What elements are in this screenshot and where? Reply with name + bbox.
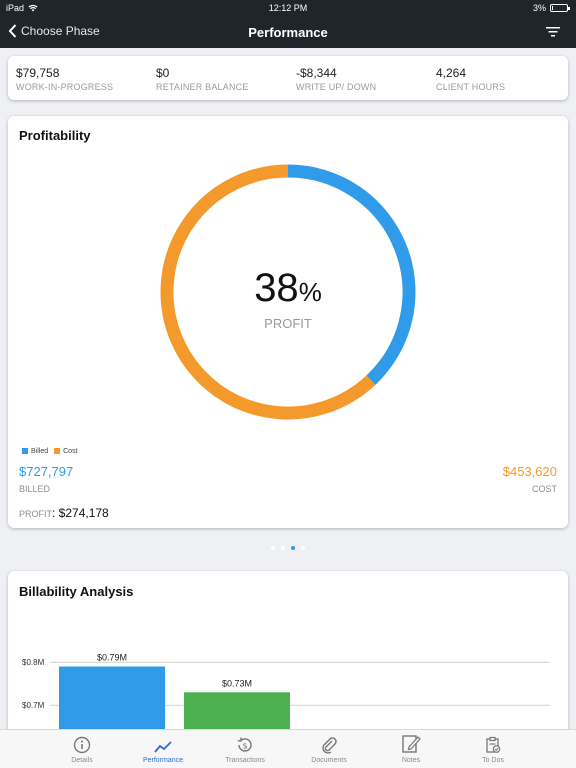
page-indicator[interactable]: [0, 546, 576, 550]
back-label: Choose Phase: [21, 24, 100, 38]
bar-data-label: $0.79M: [97, 653, 127, 663]
summary-label: RETAINER BALANCE: [156, 82, 249, 92]
cost-value: $453,620: [502, 464, 557, 479]
tab-label: Notes: [401, 757, 421, 764]
donut-slice-cost: [160, 164, 376, 420]
wifi-icon: [28, 4, 38, 12]
donut-slice-billed: [287, 164, 416, 385]
summary-value: -$8,344: [296, 66, 337, 80]
profitability-title: Profitability: [19, 128, 91, 143]
page-dot[interactable]: [281, 546, 285, 550]
profit-total: PROFIT: $274,178: [19, 506, 109, 520]
summary-label: WORK-IN-PROGRESS: [16, 82, 114, 92]
svg-text:$: $: [242, 742, 247, 751]
tab-transactions[interactable]: $ Transactions: [205, 730, 285, 768]
legend-swatch-cost: [54, 448, 61, 454]
status-bar: iPad 12:12 PM 3%: [0, 0, 576, 16]
profit-percentage: 38%: [8, 266, 568, 311]
tab-label: Documents: [311, 757, 347, 764]
billability-card[interactable]: $0.8M$0.7M$0.6M$0.79M$0.73M Billability …: [8, 571, 568, 751]
bar-data-label: $0.73M: [222, 678, 252, 688]
page-dot[interactable]: [301, 546, 305, 550]
notes-icon: [402, 735, 421, 753]
profit-percent-value: 38: [254, 266, 299, 310]
profit-total-value: : $274,178: [52, 506, 109, 520]
chevron-left-icon: [8, 24, 17, 38]
cost-label: COST: [531, 484, 557, 494]
device-name: iPad: [6, 3, 25, 13]
tab-details[interactable]: Details: [42, 730, 122, 768]
legend-label: Cost: [63, 448, 78, 455]
legend-swatch-billed: [22, 448, 28, 454]
page-dot[interactable]: [271, 546, 275, 550]
billed-label: BILLED: [19, 484, 51, 494]
summary-retainer: $0 RETAINER BALANCE: [148, 56, 288, 100]
profit-percent-label: PROFIT: [264, 316, 312, 331]
paperclip-icon: [322, 737, 337, 754]
summary-label: WRITE UP/ DOWN: [296, 82, 377, 92]
navigation-bar: Choose Phase Performance: [0, 16, 576, 48]
summary-client-hours: 4,264 CLIENT HOURS: [428, 56, 568, 100]
transactions-icon: $: [237, 737, 252, 752]
tab-performance[interactable]: Performance: [123, 730, 203, 768]
tab-notes[interactable]: Notes: [371, 730, 451, 768]
battery-icon: [550, 4, 570, 12]
billability-title: Billability Analysis: [19, 584, 134, 599]
filter-icon[interactable]: [546, 26, 560, 37]
chart-legend: Billed Cost: [22, 448, 78, 455]
billed-value: $727,797: [19, 464, 74, 479]
tab-label: Performance: [142, 757, 184, 764]
y-tick-label: $0.7M: [22, 701, 45, 710]
y-tick-label: $0.8M: [22, 658, 45, 667]
summary-card: $79,758 WORK-IN-PROGRESS $0 RETAINER BAL…: [8, 56, 568, 100]
page-dot[interactable]: [291, 546, 295, 550]
summary-write-up-down: -$8,344 WRITE UP/ DOWN: [288, 56, 428, 100]
page-title: Performance: [248, 25, 328, 40]
profitability-card[interactable]: Profitability 38% PROFIT Billed Cost $72…: [8, 116, 568, 528]
status-time: 12:12 PM: [268, 3, 308, 13]
todo-icon: [486, 736, 501, 753]
summary-value: $79,758: [16, 66, 60, 80]
legend-item-billed: Billed: [22, 448, 48, 455]
tab-to-dos[interactable]: To Dos: [453, 730, 533, 768]
percent-sign: %: [298, 277, 322, 307]
trend-line-icon: [154, 741, 172, 753]
profit-donut-chart: [160, 164, 416, 420]
tab-label: To Dos: [482, 757, 504, 764]
battery-percent: 3%: [532, 3, 546, 13]
profit-total-label: PROFIT: [19, 509, 52, 519]
tab-label: Transactions: [225, 757, 265, 764]
legend-item-cost: Cost: [54, 448, 78, 455]
tab-label: Details: [71, 757, 93, 764]
tab-bar: Details Performance $ Transactions Docum…: [0, 729, 576, 768]
summary-label: CLIENT HOURS: [436, 82, 506, 92]
summary-wip: $79,758 WORK-IN-PROGRESS: [8, 56, 148, 100]
summary-value: $0: [156, 66, 170, 80]
legend-label: Billed: [31, 448, 49, 455]
tab-documents[interactable]: Documents: [289, 730, 369, 768]
info-icon: [73, 736, 91, 754]
back-button[interactable]: Choose Phase: [8, 24, 100, 38]
summary-value: 4,264: [436, 66, 467, 80]
